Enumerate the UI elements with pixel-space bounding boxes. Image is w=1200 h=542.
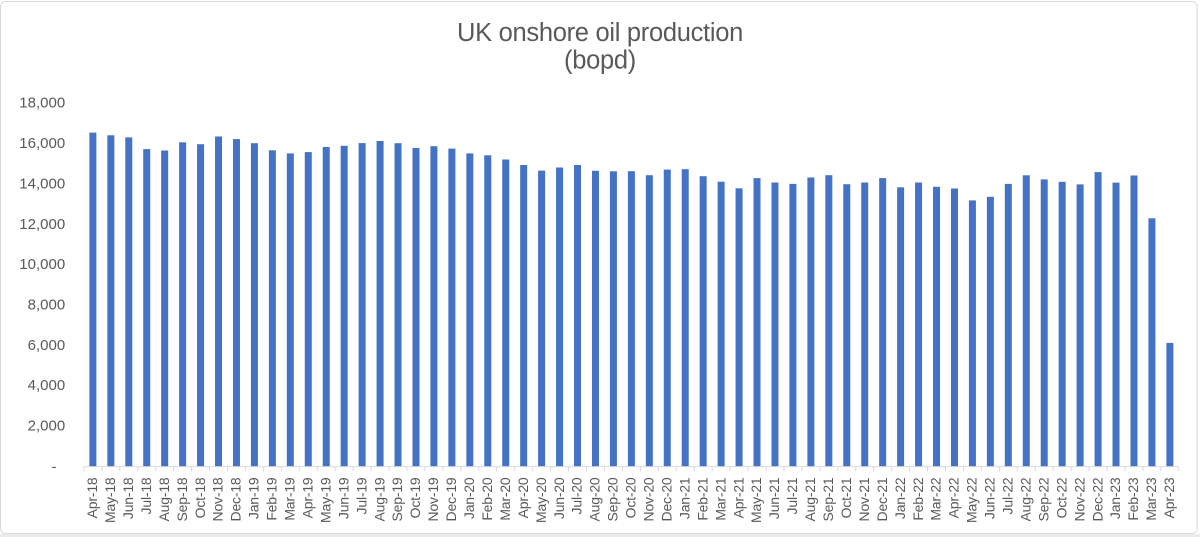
svg-text:Jan-19: Jan-19 [246, 477, 262, 519]
svg-text:Nov-19: Nov-19 [425, 477, 441, 521]
svg-text:Apr-20: Apr-20 [515, 477, 531, 518]
svg-text:May-19: May-19 [317, 477, 333, 523]
svg-text:18,000: 18,000 [19, 95, 65, 112]
svg-text:Mar-20: Mar-20 [497, 477, 513, 521]
svg-text:8,000: 8,000 [28, 296, 66, 313]
svg-text:Jul-21: Jul-21 [784, 477, 800, 514]
svg-text:Jan-22: Jan-22 [892, 477, 908, 519]
svg-text:-: - [52, 459, 57, 476]
svg-text:UK onshore oil production: UK onshore oil production [457, 19, 743, 47]
svg-text:Jul-18: Jul-18 [138, 477, 154, 514]
svg-text:Sep-22: Sep-22 [1035, 477, 1051, 521]
svg-text:14,000: 14,000 [19, 175, 65, 192]
svg-text:16,000: 16,000 [19, 135, 65, 152]
svg-text:May-18: May-18 [102, 477, 118, 523]
svg-text:Sep-19: Sep-19 [389, 477, 405, 521]
svg-text:May-21: May-21 [748, 477, 764, 523]
svg-text:Mar-21: Mar-21 [712, 477, 728, 521]
svg-text:6,000: 6,000 [28, 337, 66, 354]
svg-text:Jun-20: Jun-20 [551, 477, 567, 519]
svg-text:(bopd): (bopd) [564, 47, 636, 75]
svg-text:Sep-18: Sep-18 [174, 477, 190, 521]
svg-text:Jun-21: Jun-21 [766, 477, 782, 519]
svg-text:Oct-18: Oct-18 [192, 477, 208, 518]
svg-text:Apr-22: Apr-22 [946, 477, 962, 518]
svg-text:Dec-18: Dec-18 [228, 477, 244, 521]
svg-text:Dec-22: Dec-22 [1089, 477, 1105, 521]
svg-text:12,000: 12,000 [19, 216, 65, 233]
svg-text:Sep-20: Sep-20 [605, 477, 621, 521]
svg-text:Aug-18: Aug-18 [156, 477, 172, 521]
svg-text:Oct-20: Oct-20 [623, 477, 639, 518]
svg-text:Nov-21: Nov-21 [856, 477, 872, 521]
svg-text:Aug-19: Aug-19 [371, 477, 387, 521]
svg-text:Mar-19: Mar-19 [282, 477, 298, 521]
svg-text:Dec-20: Dec-20 [658, 477, 674, 521]
svg-text:Mar-22: Mar-22 [928, 477, 944, 521]
svg-text:Feb-19: Feb-19 [264, 477, 280, 521]
svg-text:Jul-20: Jul-20 [569, 477, 585, 514]
svg-text:Oct-19: Oct-19 [407, 477, 423, 518]
svg-text:Feb-23: Feb-23 [1125, 477, 1141, 521]
svg-text:Aug-21: Aug-21 [802, 477, 818, 521]
svg-text:Dec-19: Dec-19 [443, 477, 459, 521]
svg-text:Oct-22: Oct-22 [1053, 477, 1069, 518]
svg-text:Apr-19: Apr-19 [299, 477, 315, 518]
svg-text:Nov-22: Nov-22 [1071, 477, 1087, 521]
svg-text:Jun-18: Jun-18 [120, 477, 136, 519]
svg-text:Apr-18: Apr-18 [84, 477, 100, 518]
svg-text:Jun-19: Jun-19 [335, 477, 351, 519]
svg-text:Apr-21: Apr-21 [730, 477, 746, 518]
svg-text:Nov-20: Nov-20 [641, 477, 657, 521]
svg-text:Aug-22: Aug-22 [1017, 477, 1033, 521]
svg-text:Sep-21: Sep-21 [820, 477, 836, 521]
svg-text:Jul-22: Jul-22 [1000, 477, 1016, 514]
svg-text:Aug-20: Aug-20 [587, 477, 603, 521]
svg-text:May-20: May-20 [533, 477, 549, 523]
svg-text:Mar-23: Mar-23 [1143, 477, 1159, 521]
svg-text:4,000: 4,000 [28, 377, 66, 394]
svg-text:Apr-23: Apr-23 [1161, 477, 1177, 518]
svg-text:Jun-22: Jun-22 [982, 477, 998, 519]
svg-text:Jan-23: Jan-23 [1107, 477, 1123, 519]
svg-text:Feb-21: Feb-21 [694, 477, 710, 521]
svg-text:Nov-18: Nov-18 [210, 477, 226, 521]
svg-text:Feb-22: Feb-22 [910, 477, 926, 521]
svg-text:May-22: May-22 [964, 477, 980, 523]
svg-text:Feb-20: Feb-20 [479, 477, 495, 521]
svg-text:2,000: 2,000 [28, 418, 66, 435]
svg-text:10,000: 10,000 [19, 256, 65, 273]
svg-text:Jan-20: Jan-20 [461, 477, 477, 519]
svg-text:Jan-21: Jan-21 [676, 477, 692, 519]
svg-text:Dec-21: Dec-21 [874, 477, 890, 521]
svg-text:Jul-19: Jul-19 [353, 477, 369, 514]
svg-text:Oct-21: Oct-21 [838, 477, 854, 518]
